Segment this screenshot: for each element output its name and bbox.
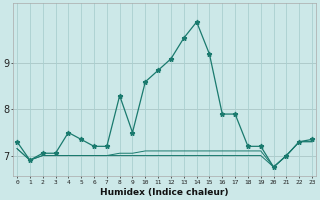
X-axis label: Humidex (Indice chaleur): Humidex (Indice chaleur): [100, 188, 229, 197]
